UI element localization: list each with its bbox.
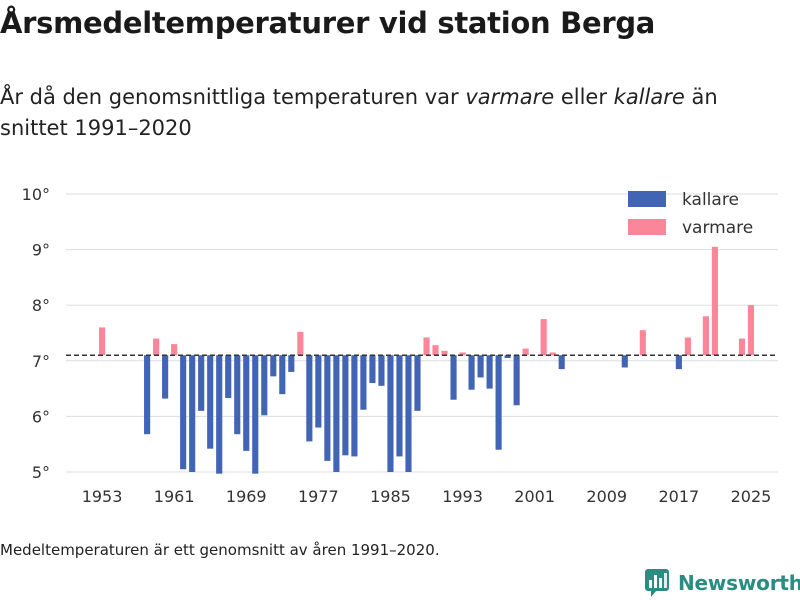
- bar-colder-1963: [189, 355, 196, 472]
- bar-colder-1987: [405, 355, 412, 472]
- y-tick-label: 5°: [32, 463, 50, 482]
- bar-colder-1985: [387, 355, 394, 472]
- temperature-chart: 5° 6° 7° 8° 9° 10° 1953 1961 1969 1977 1985 1993 20…: [22, 185, 778, 506]
- bar-warmer-1993: [459, 352, 466, 356]
- bar-warmer-2020: [702, 316, 709, 356]
- bar-warmer-1975: [297, 331, 304, 356]
- chart-legend: kallare varmare: [628, 190, 753, 238]
- legend-swatch-colder: [628, 191, 666, 207]
- bar-warmer-2024: [738, 338, 746, 356]
- bar-colder-1973: [279, 355, 286, 395]
- bar-colder-1968: [234, 355, 241, 435]
- x-tick-label: 1993: [442, 487, 483, 506]
- bar-warmer-1959: [153, 338, 160, 356]
- y-tick-label: 9°: [32, 241, 50, 260]
- bar-colder-1981: [351, 355, 358, 457]
- y-tick-label: 7°: [32, 352, 50, 371]
- y-tick-label: 8°: [32, 296, 50, 315]
- bar-colder-1976: [306, 355, 313, 442]
- bar-colder-1958: [144, 355, 151, 435]
- y-gridlines: [66, 193, 778, 473]
- bar-colder-1994: [468, 355, 475, 390]
- chart-title: Årsmedeltemperaturer vid station Berga: [0, 6, 656, 40]
- x-tick-label: 2001: [514, 487, 555, 506]
- bar-warmer-2025: [747, 305, 755, 356]
- legend-label-colder: kallare: [682, 190, 739, 210]
- brand-name: Newsworthy: [678, 571, 800, 595]
- bar-colder-1984: [378, 355, 385, 386]
- bar-colder-1996: [486, 355, 493, 389]
- x-tick-label: 1961: [154, 487, 195, 506]
- bar-warmer-2021: [711, 246, 718, 356]
- bar-colder-1992: [450, 355, 457, 400]
- y-tick-label: 6°: [32, 407, 50, 426]
- bar-colder-1965: [207, 355, 214, 449]
- bar-colder-1997: [495, 355, 502, 450]
- x-tick-label: 2025: [731, 487, 772, 506]
- subtitle-text-1: År då den genomsnittliga temperaturen va…: [0, 85, 466, 109]
- bar-colder-1983: [369, 355, 376, 384]
- bar-colder-2004: [558, 355, 565, 370]
- y-axis-labels: 5° 6° 7° 8° 9° 10°: [22, 185, 50, 482]
- temperature-bars: [98, 246, 755, 474]
- bar-colder-1974: [288, 355, 295, 372]
- x-tick-label: 1969: [226, 487, 267, 506]
- bar-colder-1986: [396, 355, 403, 457]
- bar-colder-1977: [315, 355, 322, 428]
- bar-warmer-1989: [423, 337, 430, 356]
- bar-colder-1999: [513, 355, 520, 406]
- footnote: Medeltemperaturen är ett genomsnitt av å…: [0, 541, 440, 559]
- bar-colder-1980: [342, 355, 349, 456]
- bar-warmer-2013: [639, 330, 646, 356]
- bar-warmer-1991: [441, 350, 448, 356]
- x-tick-label: 1977: [298, 487, 339, 506]
- x-tick-label: 1953: [82, 487, 123, 506]
- bar-warmer-1961: [171, 344, 178, 356]
- bar-warmer-1990: [432, 345, 439, 356]
- newsworthy-logo-icon: [645, 569, 669, 597]
- bar-colder-1964: [198, 355, 205, 411]
- bar-colder-1988: [414, 355, 421, 411]
- bar-colder-1972: [270, 355, 277, 377]
- bar-colder-1979: [333, 355, 340, 472]
- legend-swatch-warmer: [628, 219, 666, 235]
- subtitle-text-2: eller: [554, 85, 614, 109]
- subtitle-cold-word: kallare: [613, 85, 685, 109]
- bar-colder-1995: [477, 355, 484, 378]
- x-axis-labels: 1953 1961 1969 1977 1985 1993 2001 2009 2017 2025: [82, 487, 772, 506]
- x-tick-label: 2017: [659, 487, 700, 506]
- chart-subtitle: År då den genomsnittliga temperaturen va…: [0, 82, 790, 144]
- bar-colder-1969: [243, 355, 250, 451]
- bar-colder-1960: [162, 355, 169, 399]
- bar-colder-1971: [261, 355, 268, 416]
- bar-warmer-2018: [684, 337, 691, 356]
- bar-colder-1978: [324, 355, 331, 461]
- x-tick-label: 1985: [370, 487, 411, 506]
- subtitle-text-3: än snittet 1991–2020: [0, 85, 718, 140]
- x-tick-label: 2009: [586, 487, 627, 506]
- bar-colder-1962: [180, 355, 187, 470]
- bar-warmer-2002: [540, 319, 547, 356]
- bar-warmer-1953: [98, 327, 106, 356]
- bar-colder-1982: [360, 355, 367, 410]
- bar-colder-2011: [621, 355, 628, 368]
- bar-colder-2017: [675, 355, 682, 370]
- bar-colder-1966: [216, 355, 223, 474]
- bar-colder-1970: [252, 355, 259, 474]
- bar-warmer-2003: [549, 352, 556, 356]
- legend-label-warmer: varmare: [682, 218, 753, 238]
- subtitle-warm-word: varmare: [465, 85, 555, 109]
- bar-warmer-2000: [522, 348, 529, 356]
- brand-logo: Newsworthy: [644, 568, 800, 598]
- y-tick-label: 10°: [22, 185, 50, 204]
- bar-colder-1967: [225, 355, 232, 399]
- bar-colder-1998: [504, 355, 511, 359]
